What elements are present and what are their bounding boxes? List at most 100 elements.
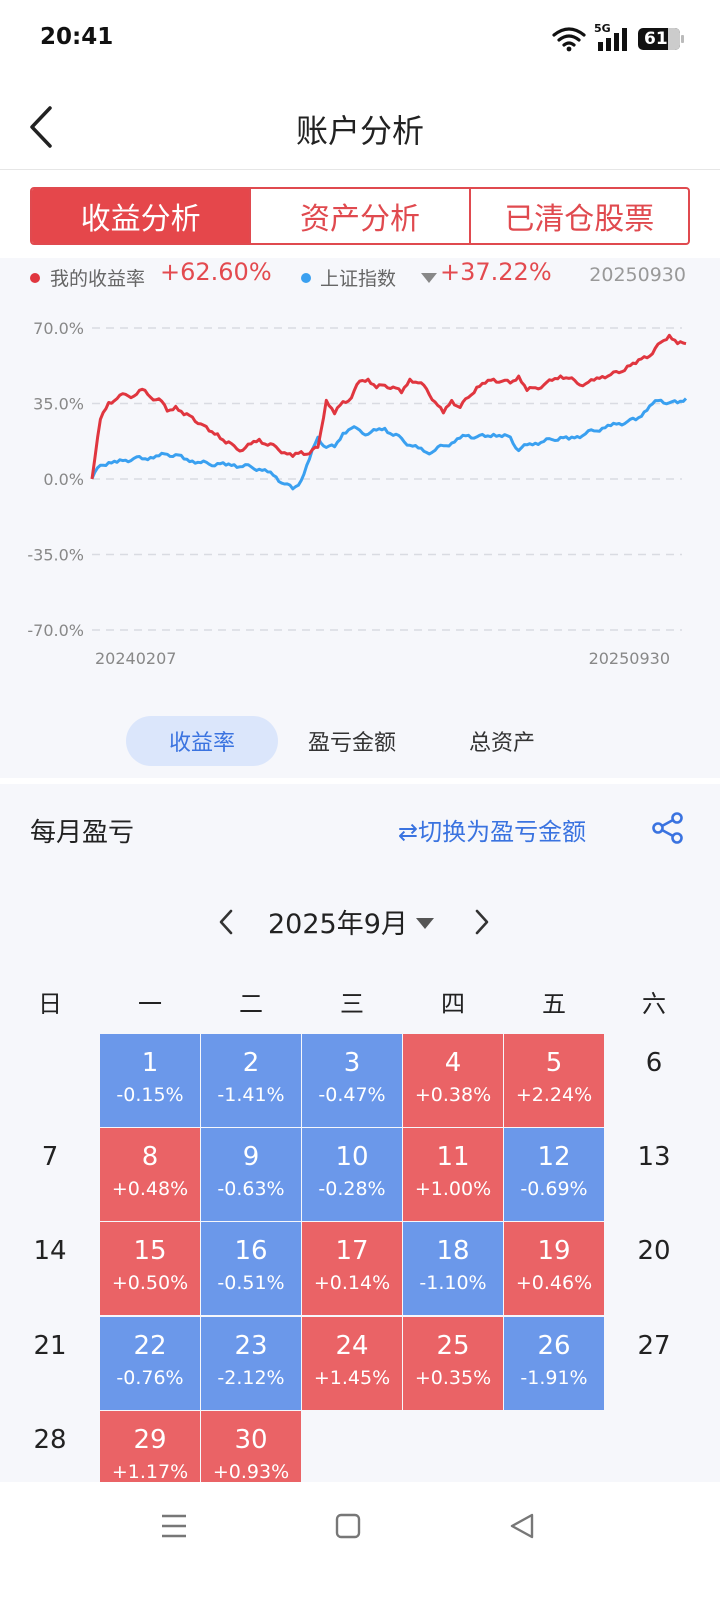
calendar-day-number: 20	[637, 1236, 671, 1266]
menu-icon[interactable]	[158, 1510, 190, 1542]
network-type: 5G	[594, 22, 611, 35]
status-icons: 5G 61	[552, 22, 684, 54]
calendar-day-return: -0.15%	[116, 1084, 184, 1106]
battery-level: 61	[644, 29, 668, 49]
calendar-day-cell: 20	[604, 1222, 704, 1315]
calendar-day-cell[interactable]: 12 -0.69%	[504, 1128, 604, 1221]
header: 账户分析	[0, 86, 720, 170]
calendar-day-cell[interactable]: 11 +1.00%	[403, 1128, 503, 1221]
calendar-day-cell[interactable]: 2 -1.41%	[201, 1034, 301, 1127]
calendar-day-number: 4	[444, 1048, 462, 1078]
switch-to-amount-link[interactable]: ⇄切换为盈亏金额	[398, 818, 587, 846]
calendar-day-number: 25	[436, 1331, 470, 1361]
weekday-header: 日 一 二 三 四 五 六	[0, 984, 720, 1020]
monthly-pnl-section: 每月盈亏 ⇄切换为盈亏金额 2025年9月 日 一 二 三 四 五 六 1 -0.…	[0, 784, 720, 1504]
y-tick-label: -35.0%	[27, 546, 84, 565]
calendar-day-return: +1.17%	[111, 1461, 189, 1483]
calendar-day-number: 11	[436, 1142, 470, 1172]
tab-total-assets[interactable]: 总资产	[468, 731, 535, 756]
calendar-day-number: 14	[33, 1236, 67, 1266]
calendar-day-cell[interactable]: 19 +0.46%	[504, 1222, 604, 1315]
weekday-thu: 四	[441, 990, 465, 1018]
calendar-day-cell: 14	[0, 1222, 100, 1315]
calendar-day-cell[interactable]: 5 +2.24%	[504, 1034, 604, 1127]
month-selector[interactable]: 2025年9月	[268, 909, 408, 940]
calendar-day-cell: 6	[604, 1034, 704, 1127]
calendar-day-cell[interactable]: 9 -0.63%	[201, 1128, 301, 1221]
weekday-sun: 日	[38, 990, 62, 1018]
calendar-day-return: +0.48%	[111, 1178, 189, 1200]
calendar-day-return: -0.63%	[217, 1178, 285, 1200]
calendar-day-cell[interactable]: 10 -0.28%	[302, 1128, 402, 1221]
tab-asset-analysis[interactable]: 资产分析	[251, 189, 471, 243]
y-tick-label: -70.0%	[27, 621, 84, 640]
calendar-day-cell[interactable]: 24 +1.45%	[302, 1317, 402, 1410]
back-triangle-icon[interactable]	[506, 1510, 538, 1542]
calendar-day-number: 22	[133, 1331, 167, 1361]
chevron-right-icon[interactable]	[466, 902, 496, 942]
calendar-day-cell[interactable]: 8 +0.48%	[100, 1128, 200, 1221]
calendar-day-return: -1.10%	[419, 1272, 487, 1294]
calendar-day-number: 28	[33, 1425, 67, 1455]
weekday-wed: 三	[340, 990, 364, 1018]
y-tick-label: 0.0%	[43, 470, 84, 489]
calendar-day-cell[interactable]: 3 -0.47%	[302, 1034, 402, 1127]
calendar-day-cell[interactable]: 22 -0.76%	[100, 1317, 200, 1410]
calendar-day-number: 2	[242, 1048, 260, 1078]
index-selector-label[interactable]: 上证指数	[320, 268, 397, 290]
chevron-left-icon[interactable]	[212, 902, 242, 942]
calendar-day-cell[interactable]: 15 +0.50%	[100, 1222, 200, 1315]
calendar-day-return: +2.24%	[515, 1084, 593, 1106]
calendar-day-cell: 21	[0, 1317, 100, 1410]
legend-date: 20250930	[589, 264, 686, 286]
calendar-day-number: 19	[537, 1236, 571, 1266]
calendar-day-return: -0.69%	[520, 1178, 588, 1200]
calendar-day-number: 1	[141, 1048, 159, 1078]
calendar-day-return: +0.46%	[515, 1272, 593, 1294]
calendar-day-cell[interactable]: 26 -1.91%	[504, 1317, 604, 1410]
calendar-day-number: 26	[537, 1331, 571, 1361]
signal-bars-icon	[598, 28, 627, 51]
calendar-day-number: 10	[335, 1142, 369, 1172]
analysis-segmented-tabs: 收益分析 资产分析 已清仓股票	[30, 187, 690, 245]
index-dropdown-icon[interactable]	[421, 273, 437, 283]
calendar-day-number: 5	[545, 1048, 563, 1078]
system-nav-bar	[0, 1482, 720, 1604]
calendar-day-return: +0.35%	[414, 1367, 492, 1389]
calendar-day-cell[interactable]: 16 -0.51%	[201, 1222, 301, 1315]
status-time: 20:41	[40, 24, 114, 50]
calendar-day-number: 27	[637, 1331, 671, 1361]
calendar-day-cell[interactable]: 18 -1.10%	[403, 1222, 503, 1315]
calendar-day-cell[interactable]: 17 +0.14%	[302, 1222, 402, 1315]
home-icon[interactable]	[332, 1510, 364, 1542]
calendar-day-number: 21	[33, 1331, 67, 1361]
calendar-day-cell[interactable]: 4 +0.38%	[403, 1034, 503, 1127]
return-line-chart: 70.0% 35.0% 0.0% -35.0% -70.0% 20240207 202509…	[27, 319, 688, 668]
calendar-day-cell[interactable]: 1 -0.15%	[100, 1034, 200, 1127]
calendar-day-cell[interactable]: 25 +0.35%	[403, 1317, 503, 1410]
x-end-label: 20250930	[589, 649, 670, 668]
metric-tabs: 收益率 盈亏金额 总资产	[0, 716, 720, 768]
calendar-day-number: 6	[645, 1048, 663, 1078]
calendar-day-number: 16	[234, 1236, 268, 1266]
calendar-day-number: 12	[537, 1142, 571, 1172]
cell-signal: 5G	[594, 22, 630, 52]
tab-cleared-stocks[interactable]: 已清仓股票	[504, 202, 655, 237]
weekday-tue: 二	[239, 990, 263, 1018]
return-chart-section: 我的收益率 +62.60% 上证指数 +37.22% 20250930 70.0…	[0, 258, 720, 778]
calendar-day-return: +1.45%	[313, 1367, 391, 1389]
calendar-day-number: 7	[41, 1142, 59, 1172]
x-start-label: 20240207	[95, 649, 176, 668]
month-dropdown-icon[interactable]	[416, 918, 434, 929]
tab-income-analysis[interactable]: 收益分析	[32, 189, 252, 243]
tab-return-rate[interactable]: 收益率	[126, 716, 278, 766]
calendar-day-number: 13	[637, 1142, 671, 1172]
calendar-day-return: +0.38%	[414, 1084, 492, 1106]
back-chevron-icon[interactable]	[24, 102, 64, 152]
my-return-dot	[30, 273, 40, 283]
share-icon[interactable]	[650, 810, 686, 846]
calendar-day-cell[interactable]: 23 -2.12%	[201, 1317, 301, 1410]
calendar-day-return: +0.93%	[212, 1461, 290, 1483]
calendar-day-number: 30	[234, 1425, 268, 1455]
tab-profit-amount[interactable]: 盈亏金额	[307, 731, 396, 756]
